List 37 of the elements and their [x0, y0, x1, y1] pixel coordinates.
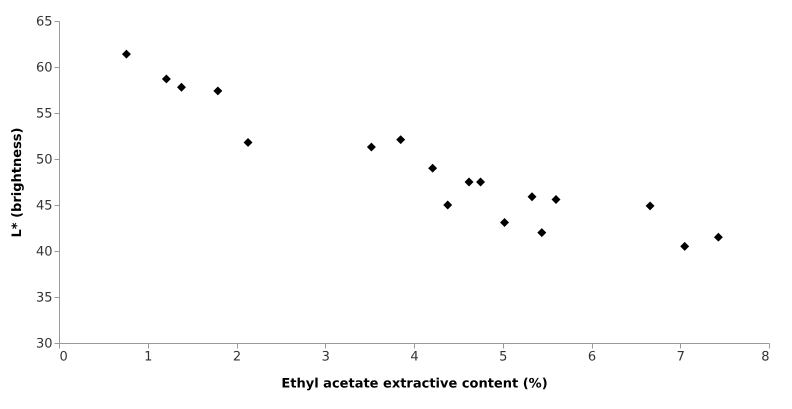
- y-tick-label: 30: [36, 336, 52, 352]
- y-tick-label: 50: [36, 152, 52, 168]
- point: [500, 218, 509, 227]
- y-tick-label: 40: [36, 244, 52, 260]
- point: [213, 86, 222, 96]
- y-tick-label: 60: [36, 60, 52, 76]
- point: [244, 138, 253, 147]
- x-axis-title: Ethyl acetate extractive content (%): [281, 376, 548, 392]
- x-tick-label: 6: [588, 350, 596, 364]
- point: [177, 82, 186, 92]
- point: [680, 242, 690, 251]
- x-tick-label: 1: [144, 350, 152, 364]
- y-tick-label: 65: [36, 14, 52, 30]
- point: [396, 135, 406, 144]
- y-tick-label: 35: [36, 290, 52, 306]
- x-tick-label: 7: [676, 350, 685, 364]
- point: [646, 201, 655, 210]
- x-tick-label: 4: [410, 350, 419, 364]
- point: [464, 178, 474, 186]
- y-axis-title: L* (brightness): [10, 128, 25, 238]
- y-tick-label: 45: [36, 198, 52, 214]
- x-tick-label: 2: [232, 350, 242, 364]
- x-tick-label: 8: [761, 350, 770, 364]
- x-tick-label: 3: [322, 350, 330, 364]
- point: [428, 164, 438, 173]
- x-tick-label: 5: [499, 350, 508, 364]
- point: [122, 50, 131, 59]
- point: [537, 228, 546, 238]
- point: [476, 178, 486, 186]
- point: [552, 195, 560, 204]
- y-tick-label: 55: [36, 106, 52, 122]
- x-tick-label: 0: [60, 350, 68, 364]
- point: [366, 142, 376, 152]
- point: [443, 200, 452, 210]
- point: [528, 192, 537, 202]
- point: [714, 232, 723, 242]
- point: [162, 74, 171, 84]
